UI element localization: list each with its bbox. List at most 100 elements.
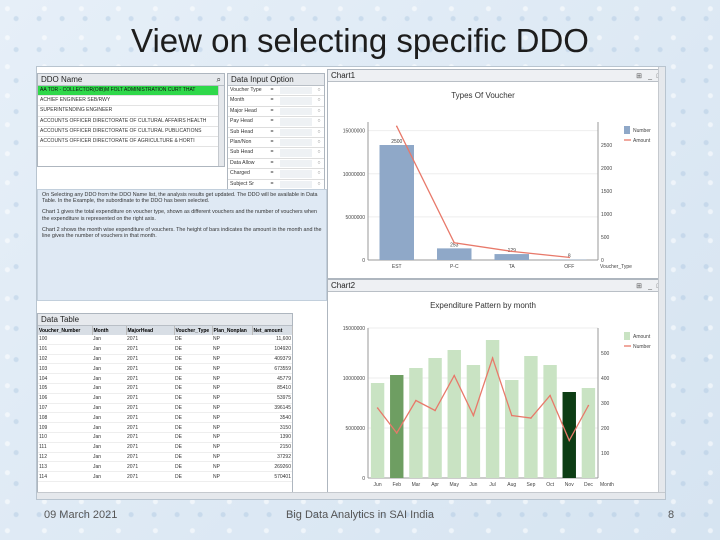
table-row[interactable]: 102 Jan 2071 DE NP 409379 [38, 354, 292, 365]
chart1-xl-icon[interactable]: ⊞ [636, 73, 642, 80]
clear-circle-icon[interactable]: ○ [317, 170, 321, 177]
chart-bar[interactable] [505, 380, 519, 478]
chart-bar[interactable] [543, 365, 557, 478]
table-cell: NP [212, 383, 252, 394]
chart-bar[interactable] [428, 358, 442, 478]
clear-circle-icon[interactable]: ○ [317, 87, 321, 93]
data-input-field[interactable] [280, 180, 312, 188]
data-input-field[interactable] [280, 97, 312, 105]
data-input-row: Month = ○ [228, 96, 324, 107]
chart2-xl-icon[interactable]: ⊞ [636, 283, 642, 290]
ddo-list-scrollbar[interactable] [218, 86, 224, 166]
data-input-label: Voucher Type [230, 87, 262, 93]
chart-bar[interactable] [437, 248, 472, 260]
table-cell: 103 [38, 363, 92, 375]
data-input-field[interactable] [280, 128, 312, 136]
table-row[interactable]: 103 Jan 2071 DE NP 673559 [38, 363, 292, 375]
data-input-label: Pay Head [230, 118, 253, 125]
line-point [395, 432, 398, 434]
chart1-svg: Types Of Voucher 0 5000000 10000000 15000000… [343, 91, 651, 270]
table-row[interactable]: 104 Jan 2071 DE NP 45779 [38, 373, 292, 384]
table-column-header[interactable]: Voucher_Number [38, 326, 93, 335]
line-point [549, 394, 551, 397]
table-cell: 2071 [126, 344, 174, 355]
table-row[interactable]: 111 Jan 2071 DE NP 2150 [38, 442, 292, 453]
table-column-header[interactable]: Net_amount [252, 326, 293, 335]
clear-circle-icon[interactable]: ○ [317, 159, 321, 166]
data-input-field[interactable] [280, 118, 312, 126]
ddo-list-item[interactable]: SUPERINTENDING ENGINEER [38, 106, 224, 117]
data-input-field[interactable] [280, 159, 312, 168]
chart-bar[interactable] [447, 350, 461, 478]
ddo-list-item[interactable]: ACCOUNTS OFFICER DIRECTORATE OF CULTURAL… [38, 117, 224, 127]
table-cell: 2071 [126, 452, 174, 463]
ddo-list-item[interactable]: ACCOUNTS OFFICER DIRECTORATE OF CULTURAL… [38, 127, 224, 137]
chart2-svg: Expenditure Pattern by month 0 5000000 1000… [343, 301, 651, 488]
clear-circle-icon[interactable]: ○ [317, 138, 321, 145]
table-row[interactable]: 106 Jan 2071 DE NP 53975 [38, 393, 292, 404]
chart-bar[interactable] [581, 388, 596, 478]
chart2-minimize-icon[interactable]: _ [648, 283, 652, 290]
table-row[interactable]: 107 Jan 2071 DE NP 396145 [38, 403, 292, 414]
data-input-field[interactable] [280, 149, 312, 157]
data-input-field[interactable] [280, 87, 312, 95]
chart-line-series[interactable] [377, 355, 589, 442]
window-scrollbar[interactable] [658, 67, 665, 499]
table-cell: NP [212, 461, 252, 473]
table-column-header[interactable]: Voucher_Type [174, 326, 213, 335]
chart-bar[interactable] [466, 365, 481, 478]
table-cell: DE [174, 344, 212, 355]
table-row[interactable]: 101 Jan 2071 DE NP 104920 [38, 344, 292, 355]
table-row[interactable]: 108 Jan 2071 DE NP 3540 [38, 412, 292, 424]
ddo-list-item[interactable]: ACCOUNTS OFFICER DIRECTORATE OF AGRICULT… [38, 137, 224, 148]
table-row[interactable]: 105 Jan 2071 DE NP 85410 [38, 383, 292, 394]
table-row[interactable]: 109 Jan 2071 DE NP 3150 [38, 422, 292, 433]
clear-circle-icon[interactable]: ○ [317, 149, 321, 156]
line-point [530, 417, 532, 419]
data-input-label: Sub Head [230, 149, 254, 156]
chart-bar[interactable] [562, 392, 576, 478]
data-input-field[interactable] [280, 107, 312, 116]
chart-line-series[interactable] [396, 126, 570, 259]
ddo-list-panel: DDO Name ⌕ AA TOR - COLLECTOR(OIB)M FOLT… [37, 73, 225, 167]
chart1-minimize-icon[interactable]: _ [648, 73, 652, 80]
description-text: On Selecting any DDO from the DDO Name l… [38, 190, 326, 246]
table-column-header[interactable]: Month [92, 326, 127, 335]
table-column-header[interactable]: MajorHead [126, 326, 175, 335]
search-icon[interactable]: ⌕ [216, 75, 221, 84]
table-cell: 3540 [252, 412, 292, 424]
data-input-field[interactable] [280, 138, 312, 147]
table-row[interactable]: 113 Jan 2071 DE NP 269260 [38, 461, 292, 473]
chart-bar[interactable] [409, 368, 423, 478]
table-column-header[interactable]: Plan_Nonplan [212, 326, 253, 335]
chart-bar[interactable] [390, 375, 404, 478]
window-hscrollbar[interactable] [37, 492, 665, 499]
chart-bar[interactable] [494, 254, 530, 260]
table-row[interactable]: 100 Jan 2071 DE NP 11,600 [38, 335, 292, 345]
table-row[interactable]: 114 Jan 2071 DE NP 570401 [38, 471, 292, 482]
data-input-field[interactable] [280, 170, 312, 178]
table-body: 100 Jan 2071 DE NP 11,600 101 Jan 2071 DE NP 104920… [38, 335, 292, 482]
clear-circle-icon[interactable]: ○ [317, 128, 321, 135]
table-cell: NP [212, 335, 252, 345]
clear-circle-icon[interactable]: ○ [317, 97, 321, 104]
table-cell: 104 [38, 373, 92, 384]
chart-bar[interactable] [370, 383, 385, 478]
clear-circle-icon[interactable]: ○ [317, 118, 321, 125]
clear-circle-icon[interactable]: ○ [317, 107, 321, 114]
table-cell: 85410 [252, 383, 292, 394]
chart-bar[interactable] [485, 340, 500, 478]
table-cell: 2071 [126, 422, 174, 433]
ddo-list-item[interactable]: ACHIEF ENGINEER SEB/RWY [38, 96, 224, 107]
table-cell: DE [174, 403, 212, 414]
table-row[interactable]: 112 Jan 2071 DE NP 37292 [38, 452, 292, 463]
table-cell: 2071 [126, 471, 174, 482]
chart-bar[interactable] [379, 145, 415, 260]
table-cell: 110 [38, 432, 92, 443]
table-row[interactable]: 110 Jan 2071 DE NP 1390 [38, 432, 292, 443]
table-cell: 100 [38, 335, 92, 345]
data-input-operator: = [270, 107, 274, 114]
clear-circle-icon[interactable]: ○ [317, 180, 321, 187]
bar-value-label: 253 [450, 242, 459, 248]
ddo-list-item[interactable]: AA TOR - COLLECTOR(OIB)M FOLT ADMINISTRA… [38, 86, 224, 97]
